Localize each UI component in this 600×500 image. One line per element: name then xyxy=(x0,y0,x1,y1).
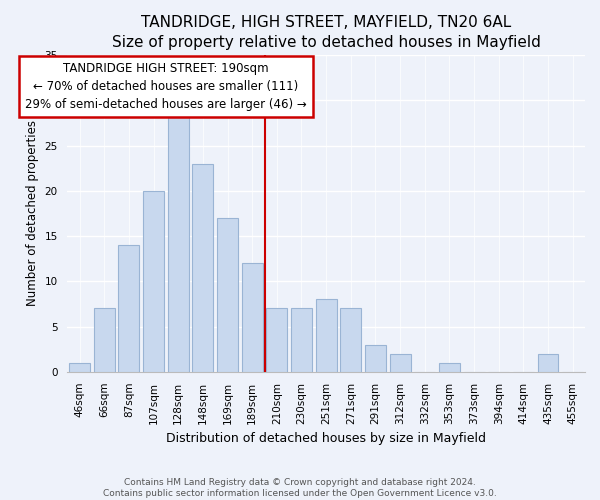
Bar xyxy=(94,308,115,372)
Y-axis label: Number of detached properties: Number of detached properties xyxy=(26,120,39,306)
Bar xyxy=(118,245,139,372)
X-axis label: Distribution of detached houses by size in Mayfield: Distribution of detached houses by size … xyxy=(166,432,486,445)
Bar xyxy=(389,354,410,372)
Bar xyxy=(242,263,263,372)
Bar xyxy=(538,354,559,372)
Bar xyxy=(439,363,460,372)
Title: TANDRIDGE, HIGH STREET, MAYFIELD, TN20 6AL
Size of property relative to detached: TANDRIDGE, HIGH STREET, MAYFIELD, TN20 6… xyxy=(112,15,541,50)
Bar xyxy=(291,308,312,372)
Text: TANDRIDGE HIGH STREET: 190sqm
← 70% of detached houses are smaller (111)
29% of : TANDRIDGE HIGH STREET: 190sqm ← 70% of d… xyxy=(25,62,307,112)
Bar xyxy=(168,110,189,372)
Bar xyxy=(143,191,164,372)
Bar xyxy=(365,344,386,372)
Bar xyxy=(69,363,90,372)
Bar xyxy=(316,300,337,372)
Bar xyxy=(340,308,361,372)
Bar xyxy=(217,218,238,372)
Text: Contains HM Land Registry data © Crown copyright and database right 2024.
Contai: Contains HM Land Registry data © Crown c… xyxy=(103,478,497,498)
Bar xyxy=(193,164,214,372)
Bar xyxy=(266,308,287,372)
